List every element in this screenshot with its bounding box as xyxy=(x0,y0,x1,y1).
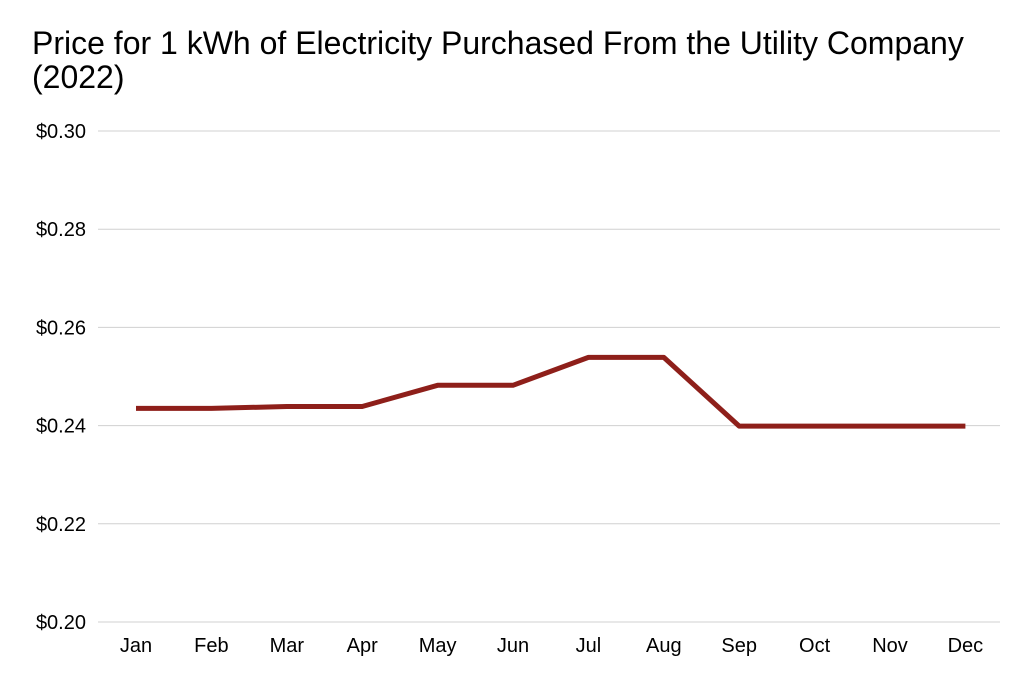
x-tick-label: Feb xyxy=(194,635,228,657)
y-tick-label: $0.20 xyxy=(36,612,86,634)
series-line xyxy=(136,354,966,429)
x-tick-label: Apr xyxy=(347,635,378,657)
y-tick-label: $0.24 xyxy=(36,416,86,438)
x-tick-label: Dec xyxy=(948,635,984,657)
x-tick-label: Jun xyxy=(497,635,529,657)
y-tick-label: $0.22 xyxy=(36,514,86,536)
x-tick-label: Mar xyxy=(270,635,305,657)
x-tick-label: Oct xyxy=(799,635,831,657)
chart-title: Price for 1 kWh of Electricity Purchased… xyxy=(32,25,964,95)
x-tick-label: Aug xyxy=(646,635,682,657)
series-lines xyxy=(136,354,966,429)
x-axis-tick-labels: Jan Feb Mar Apr May Jun Jul Aug Sep Oct Nov Dec xyxy=(120,635,983,657)
x-tick-label: Jan xyxy=(120,635,152,657)
x-tick-label: Jul xyxy=(576,635,602,657)
y-tick-label: $0.26 xyxy=(36,317,86,339)
x-tick-label: May xyxy=(419,635,457,657)
gridlines xyxy=(98,130,1000,623)
y-tick-label: $0.30 xyxy=(36,121,86,143)
y-tick-label: $0.28 xyxy=(36,219,86,241)
y-axis-tick-labels: $0.20 $0.22 $0.24 $0.26 $0.28 $0.30 xyxy=(36,121,86,634)
x-tick-label: Nov xyxy=(872,635,908,657)
x-tick-label: Sep xyxy=(721,635,757,657)
